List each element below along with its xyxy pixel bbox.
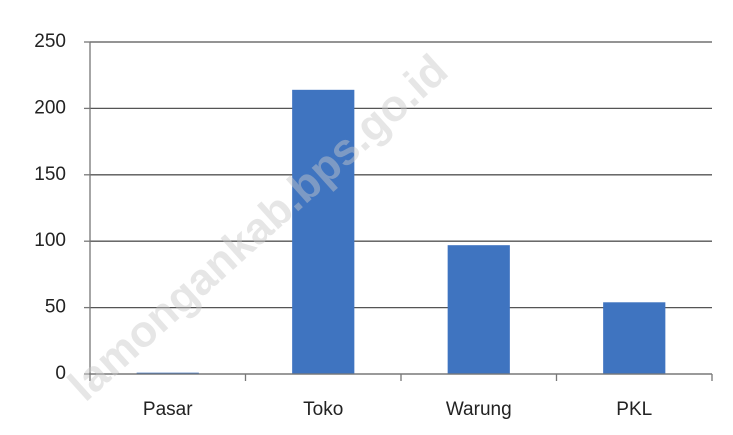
x-tick-label: Pasar — [143, 399, 193, 420]
bar — [447, 245, 510, 374]
y-tick-label: 150 — [34, 164, 66, 185]
x-tick-label: Warung — [446, 399, 512, 420]
bar — [292, 89, 355, 375]
y-tick-label: 50 — [45, 297, 66, 318]
y-tick-label: 250 — [34, 31, 66, 52]
bar — [603, 302, 666, 374]
bar — [136, 372, 199, 374]
x-tick-label: PKL — [616, 399, 652, 420]
x-tick-label: Toko — [303, 399, 343, 420]
y-tick-label: 200 — [34, 97, 66, 118]
y-tick-label: 100 — [34, 230, 66, 251]
y-tick-label: 0 — [55, 363, 66, 384]
